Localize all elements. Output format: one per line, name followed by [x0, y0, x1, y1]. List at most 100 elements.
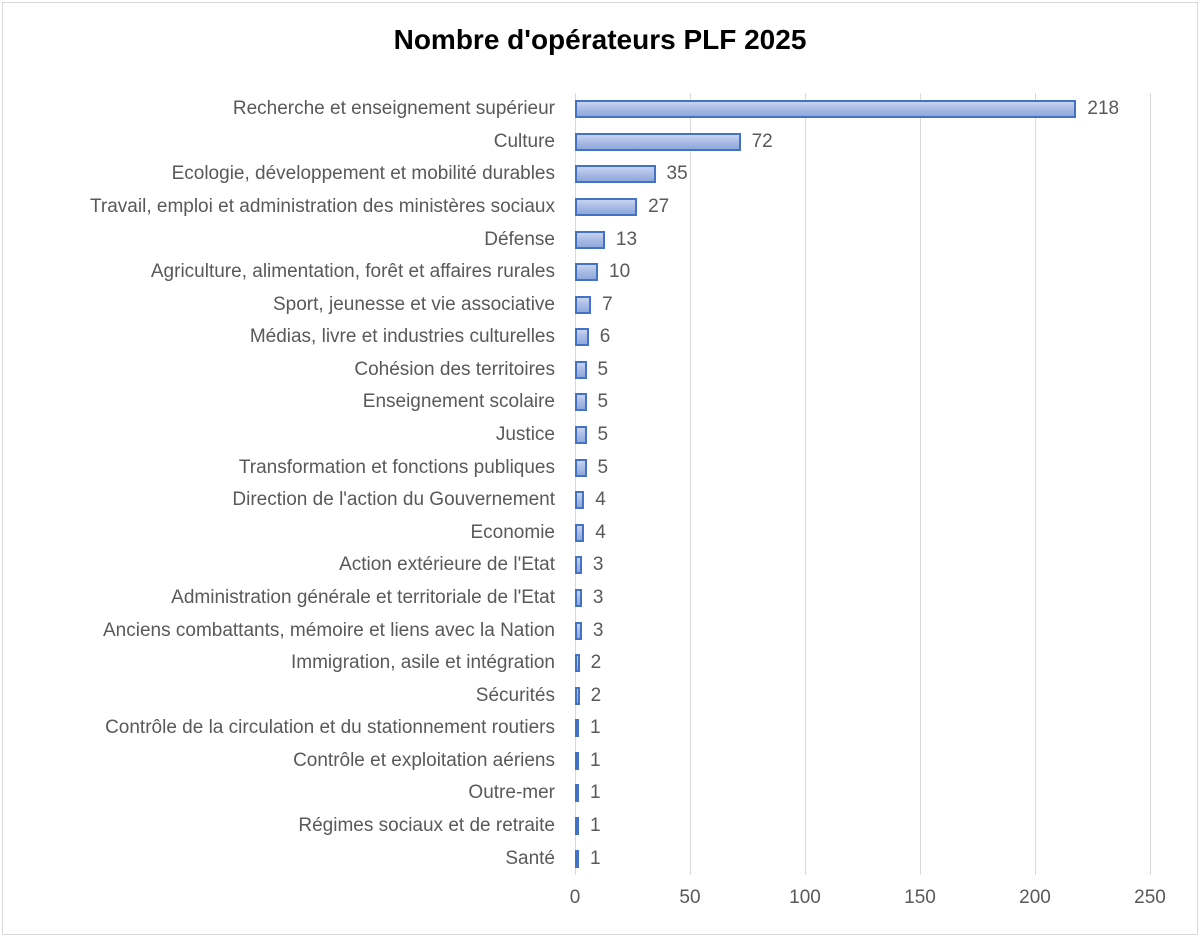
bar-row: Recherche et enseignement supérieur 218: [0, 93, 1200, 126]
bar: [575, 393, 587, 412]
category-label: Transformation et fonctions publiques: [238, 456, 555, 478]
bar-row: Transformation et fonctions publiques 5: [0, 451, 1200, 484]
chart-title: Nombre d'opérateurs PLF 2025: [393, 24, 807, 55]
bar-track: 5: [575, 419, 1200, 452]
bar-value-label: 3: [592, 554, 604, 576]
bar-track: 13: [575, 223, 1200, 256]
bar-value-label: 5: [597, 456, 609, 478]
bar: [575, 719, 579, 738]
gridline: [690, 93, 691, 875]
x-axis-tick-label: 100: [789, 887, 821, 908]
plot-area: [575, 93, 1151, 875]
bar-row: Contrôle et exploitation aériens 1: [0, 745, 1200, 778]
bar-track: 72: [575, 126, 1200, 159]
category-label: Contrôle de la circulation et du station…: [105, 717, 555, 739]
category-label: Sport, jeunesse et vie associative: [273, 293, 555, 315]
bar-track: 4: [575, 517, 1200, 550]
category-label: Contrôle et exploitation aériens: [293, 749, 555, 771]
bar-row: Action extérieure de l'Etat 3: [0, 549, 1200, 582]
bar-value-label: 6: [599, 326, 611, 348]
bar-value-label: 1: [590, 847, 601, 869]
bar-value-label: 3: [592, 586, 604, 608]
bar: [575, 751, 579, 770]
bar-track: 218: [575, 93, 1200, 126]
bar-row: Outre-mer 1: [0, 777, 1200, 810]
bar-track: 2: [575, 679, 1200, 712]
bar-track: 4: [575, 484, 1200, 517]
bar-row: Agriculture, alimentation, forêt et affa…: [0, 256, 1200, 289]
bar-value-label: 13: [615, 228, 638, 250]
bar-track: 3: [575, 549, 1200, 582]
x-axis-tick-label: 150: [904, 887, 936, 908]
bar-value-label: 5: [597, 424, 609, 446]
bar-value-label: 1: [590, 717, 601, 739]
category-label: Economie: [470, 521, 556, 543]
bar-track: 3: [575, 582, 1200, 615]
x-axis-tick-label: 0: [569, 887, 581, 908]
category-label: Régimes sociaux et de retraite: [298, 815, 555, 836]
x-axis-tick-label: 250: [1134, 887, 1166, 908]
bar-row: Sécurités 2: [0, 679, 1200, 712]
bar: [575, 230, 605, 249]
bar-row: Justice 5: [0, 419, 1200, 452]
bar-value-label: 10: [609, 261, 631, 283]
bar: [575, 295, 592, 314]
bar-value-label: 1: [590, 782, 601, 804]
bar: [575, 556, 582, 575]
bar-value-label: 1: [590, 749, 601, 771]
gridline: [575, 93, 576, 875]
bar-row: Ecologie, développement et mobilité dura…: [0, 158, 1200, 191]
bar: [575, 360, 587, 379]
bar-track: 27: [575, 191, 1200, 224]
bar-row: Direction de l'action du Gouvernement 4: [0, 484, 1200, 517]
category-label: Direction de l'action du Gouvernement: [232, 489, 555, 511]
bar-value-label: 5: [597, 391, 609, 413]
gridline: [1035, 93, 1036, 875]
bar-value-label: 5: [597, 358, 609, 380]
bar-row: Administration générale et territoriale …: [0, 582, 1200, 615]
bar-row: Sport, jeunesse et vie associative 7: [0, 288, 1200, 321]
bar-row: Cohésion des territoires 5: [0, 354, 1200, 387]
bar-track: 6: [575, 321, 1200, 354]
bar-row: Anciens combattants, mémoire et liens av…: [0, 614, 1200, 647]
bar-value-label: 2: [590, 684, 602, 706]
category-label: Défense: [484, 228, 555, 250]
bar: [575, 165, 656, 184]
category-label: Anciens combattants, mémoire et liens av…: [103, 619, 555, 641]
bar: [575, 328, 589, 347]
bar: [575, 523, 585, 542]
bar: [575, 849, 579, 868]
bar: [575, 491, 585, 510]
bar-value-label: 2: [590, 652, 602, 674]
x-axis-tick-label: 50: [679, 887, 701, 908]
bar: [575, 686, 580, 705]
bar-value-label: 1: [590, 815, 601, 836]
category-label: Recherche et enseignement supérieur: [232, 98, 555, 120]
category-label: Administration générale et territoriale …: [171, 586, 555, 608]
category-label: Sécurités: [475, 684, 555, 706]
bar-row: Culture 72: [0, 126, 1200, 159]
bar-track: 5: [575, 386, 1200, 419]
bar-track: 1: [575, 777, 1200, 810]
gridline: [1150, 93, 1151, 875]
bar-track: 5: [575, 451, 1200, 484]
bar-row: Economie 4: [0, 517, 1200, 550]
bar: [575, 426, 587, 445]
category-label: Culture: [493, 130, 555, 152]
category-label: Santé: [505, 847, 555, 869]
bar-track: 1: [575, 810, 1200, 843]
bar: [575, 621, 582, 640]
category-label: Enseignement scolaire: [362, 391, 555, 413]
category-label: Ecologie, développement et mobilité dura…: [171, 163, 555, 185]
category-label: Cohésion des territoires: [354, 358, 555, 380]
bar-track: 2: [575, 647, 1200, 680]
bar-track: 35: [575, 158, 1200, 191]
category-label: Immigration, asile et intégration: [290, 652, 555, 674]
bar: [575, 588, 582, 607]
gridline: [920, 93, 921, 875]
bar-value-label: 27: [648, 196, 670, 218]
bar-value-label: 4: [595, 521, 606, 543]
bar: [575, 132, 741, 151]
category-label: Agriculture, alimentation, forêt et affa…: [150, 261, 555, 283]
